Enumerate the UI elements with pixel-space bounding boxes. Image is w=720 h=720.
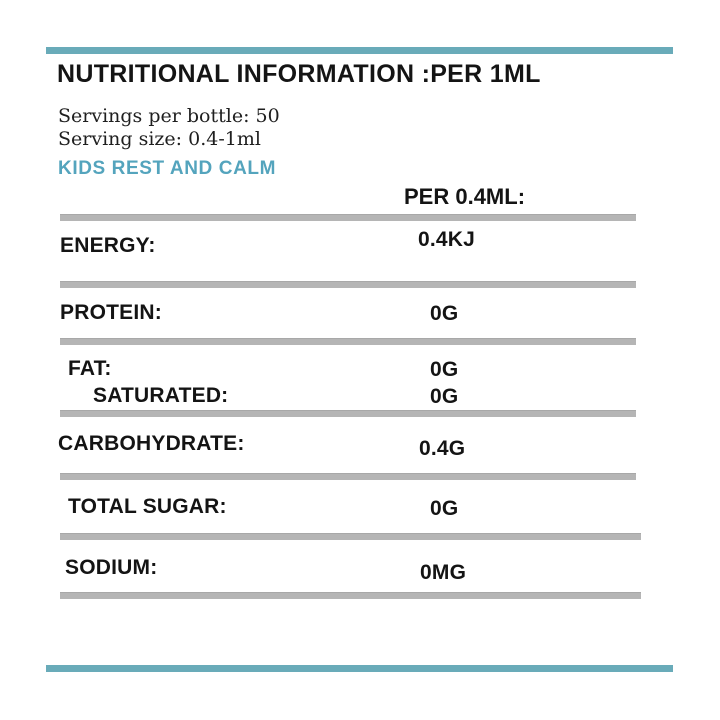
row-label-protein: PROTEIN: [60,301,162,324]
row-divider [60,214,636,221]
product-name: KIDS REST AND CALM [58,158,277,179]
row-divider [60,592,641,599]
row-value-saturated: 0G [430,385,459,408]
row-value-carbohydrate: 0.4G [419,437,466,460]
row-divider [60,410,636,417]
row-label-energy: ENERGY: [60,234,156,257]
row-value-protein: 0G [430,302,459,325]
row-value-fat: 0G [430,358,459,381]
column-header-per-04ml: PER 0.4ML: [404,184,526,209]
row-divider [60,281,636,288]
bottom-accent-bar [46,665,673,672]
row-value-total-sugar: 0G [430,497,459,520]
row-label-sodium: SODIUM: [65,556,158,579]
row-divider [60,533,641,540]
row-divider [60,473,636,480]
top-accent-bar [46,47,673,54]
row-value-energy: 0.4KJ [418,228,476,251]
row-label-saturated: SATURATED: [93,384,229,407]
servings-per-bottle-text: Servings per bottle: 50 [58,105,280,127]
row-label-total-sugar: TOTAL SUGAR: [68,495,227,518]
row-label-fat: FAT: [68,357,112,380]
row-value-sodium: 0MG [420,561,467,584]
page-title: NUTRITIONAL INFORMATION :PER 1ML [57,60,541,88]
row-label-carbohydrate: CARBOHYDRATE: [58,432,245,455]
serving-size-text: Serving size: 0.4-1ml [58,128,261,150]
row-divider [60,338,636,345]
